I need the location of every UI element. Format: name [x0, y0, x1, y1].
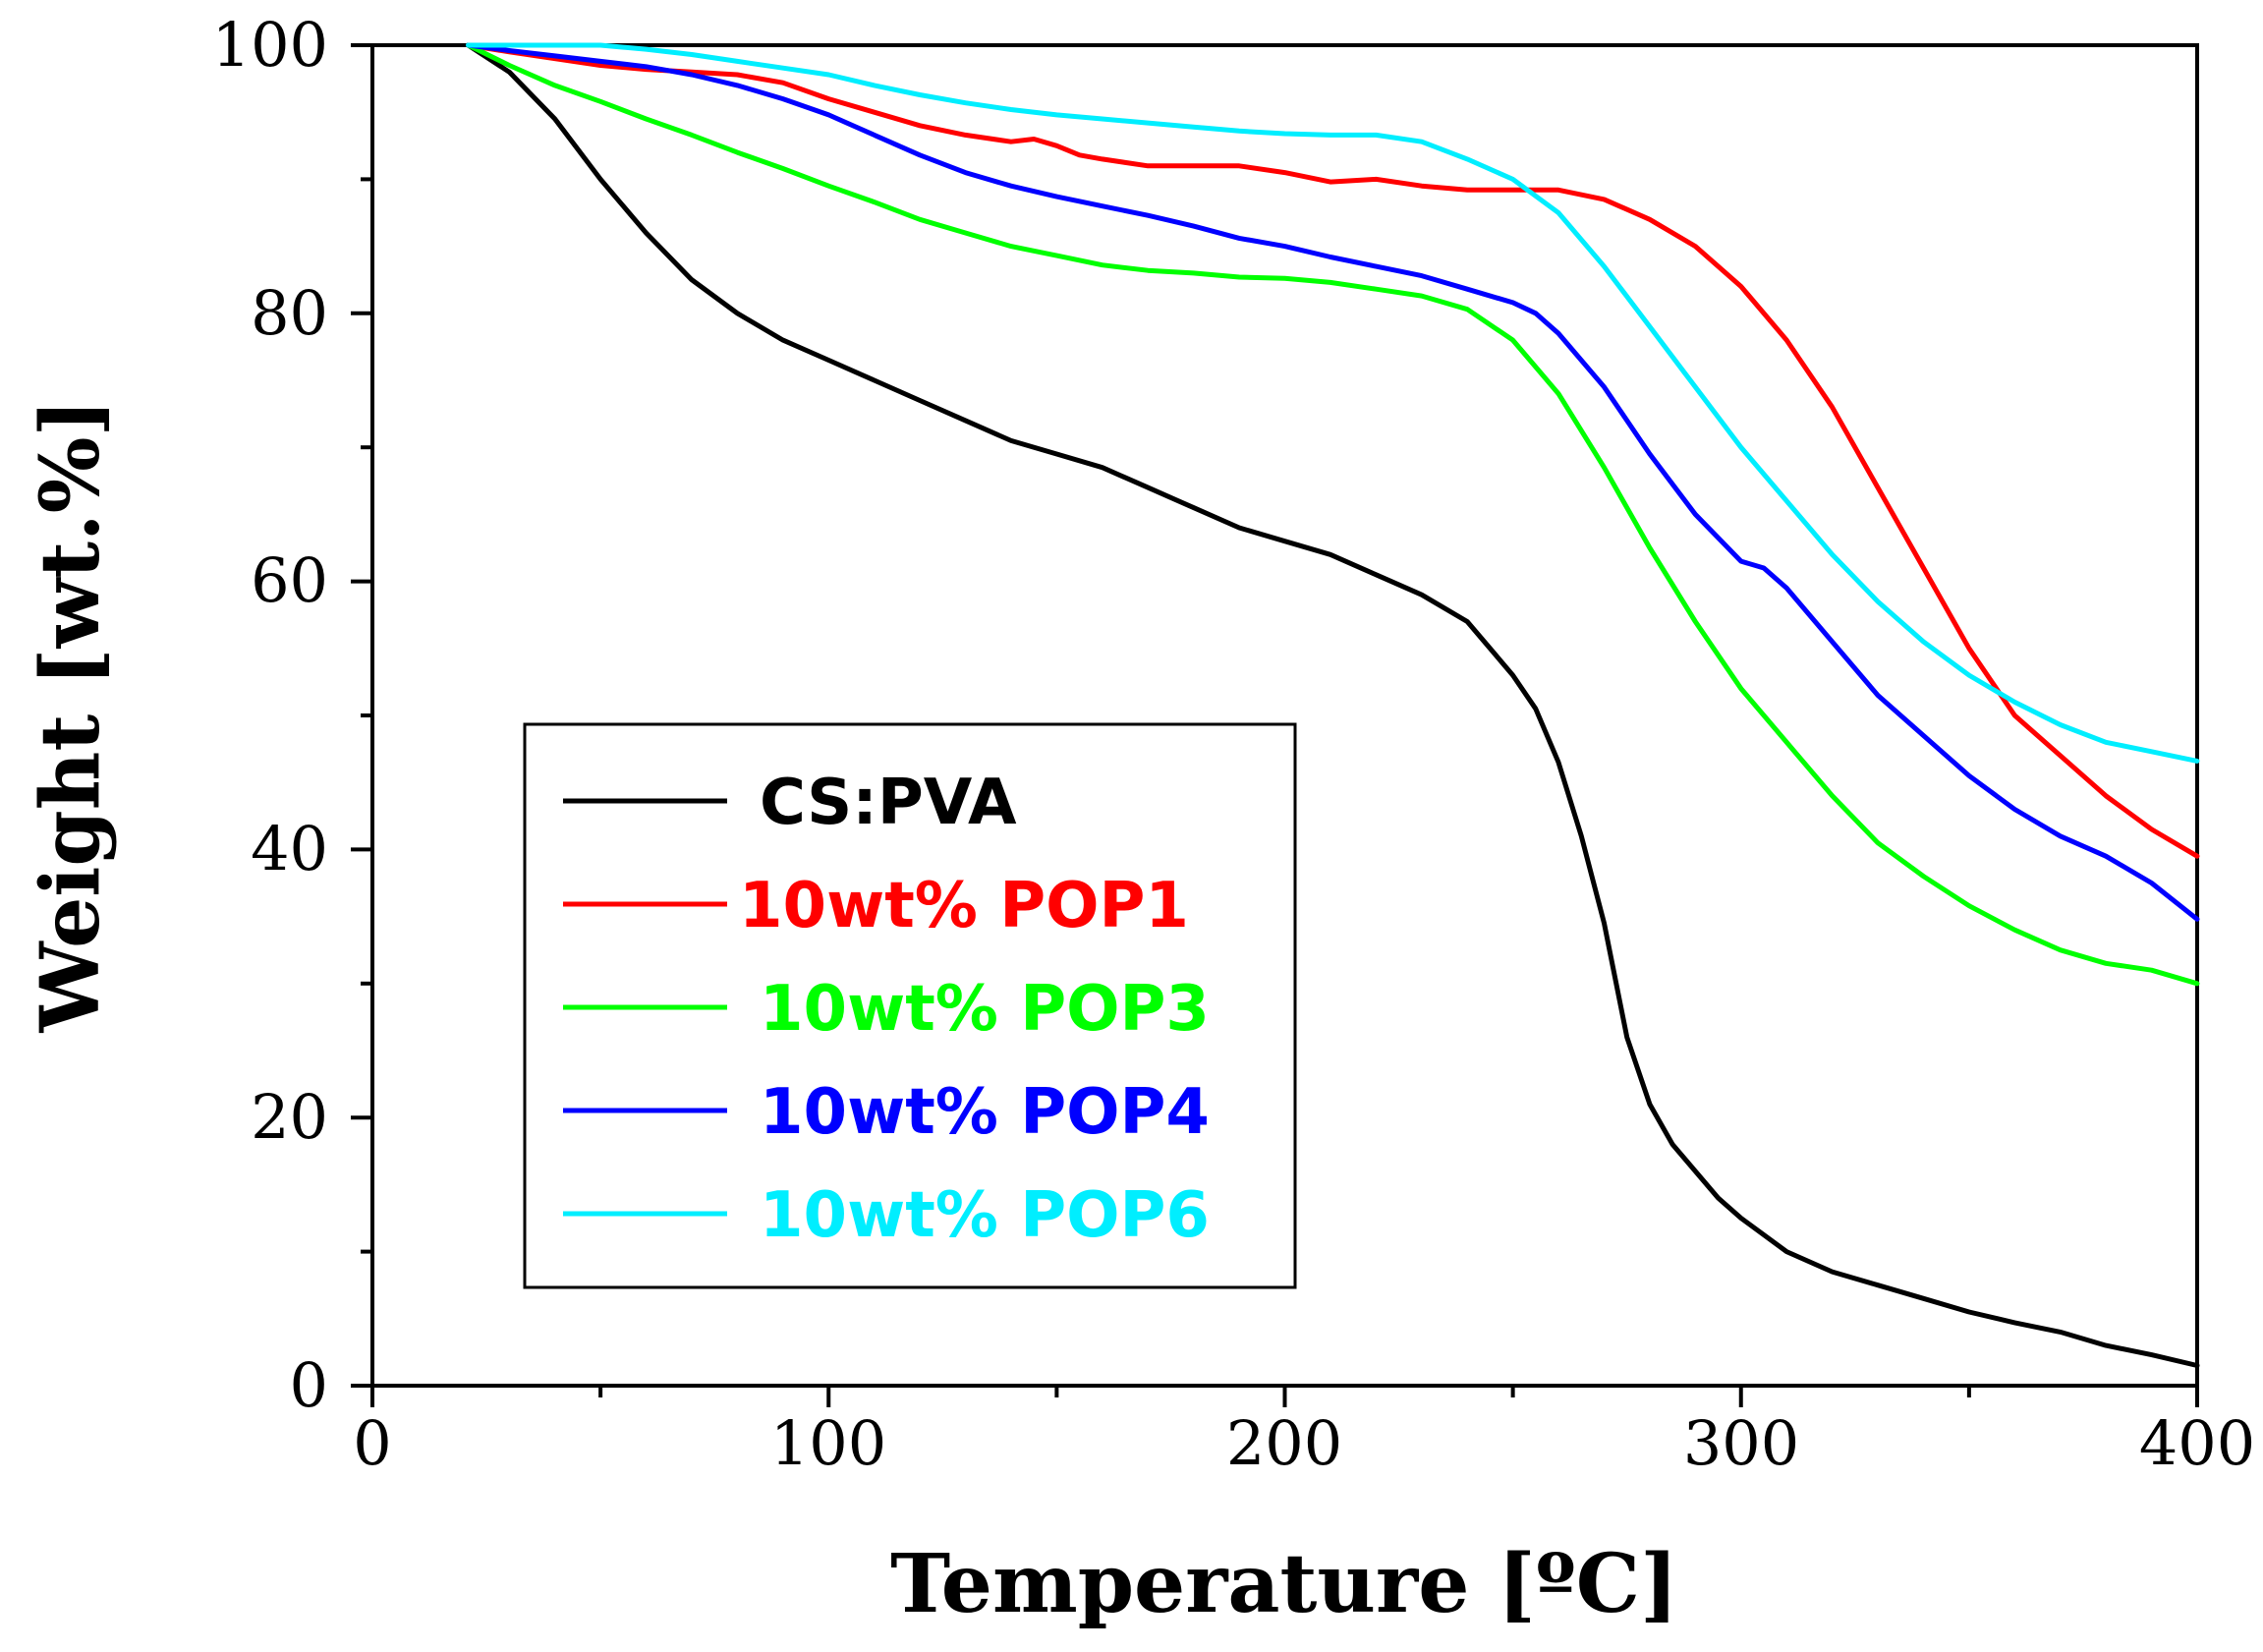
- y-tick-label-0: 0: [290, 1349, 328, 1421]
- x-axis-title: Temperature [ºC]: [890, 1537, 1678, 1631]
- x-tick-labels: 0 100 200 300 400: [353, 1407, 2255, 1479]
- x-tick-label-200: 200: [1226, 1407, 1342, 1479]
- legend-label-pop3: 10wt% POP3: [760, 973, 1210, 1046]
- legend-entry-pop3: 10wt% POP3: [563, 973, 1210, 1046]
- y-tick-label-100: 100: [212, 9, 328, 81]
- legend-entry-pop4: 10wt% POP4: [563, 1076, 1210, 1149]
- legend-label-pop4: 10wt% POP4: [760, 1076, 1210, 1149]
- legend-label-cs-pva: CS:PVA: [760, 767, 1017, 839]
- y-tick-label-60: 60: [251, 544, 328, 616]
- series-line-10wt-pop6: [466, 42, 2200, 764]
- legend-entry-pop1: 10wt% POP1: [563, 870, 1189, 942]
- y-axis-title: Weight [wt.%]: [24, 399, 118, 1034]
- series-line-10wt-pop4: [466, 42, 2200, 922]
- series-line-10wt-pop3: [466, 42, 2200, 987]
- x-tick-label-400: 400: [2139, 1407, 2255, 1479]
- legend-label-pop1: 10wt% POP1: [739, 870, 1189, 942]
- y-tick-label-20: 20: [251, 1081, 328, 1153]
- legend-entry-cs-pva: CS:PVA: [563, 767, 1017, 839]
- x-tick-label-0: 0: [353, 1407, 391, 1479]
- legend: CS:PVA 10wt% POP1 10wt% POP3 10wt% POP4 …: [523, 722, 1297, 1289]
- x-tick-label-300: 300: [1683, 1407, 1799, 1479]
- x-tick-label-100: 100: [770, 1407, 886, 1479]
- y-tick-labels: 0 20 40 60 80 100: [212, 9, 328, 1421]
- y-tick-label-40: 40: [251, 813, 328, 884]
- y-tick-label-80: 80: [251, 277, 328, 349]
- series-line-cs-pva: [466, 42, 2200, 1368]
- plot-area: [351, 42, 2200, 1407]
- series-line-10wt-pop1: [466, 42, 2200, 859]
- tick-layer: [351, 43, 2199, 1407]
- series-layer: [466, 42, 2200, 1368]
- legend-entry-pop6: 10wt% POP6: [563, 1179, 1210, 1252]
- legend-label-pop6: 10wt% POP6: [760, 1179, 1210, 1252]
